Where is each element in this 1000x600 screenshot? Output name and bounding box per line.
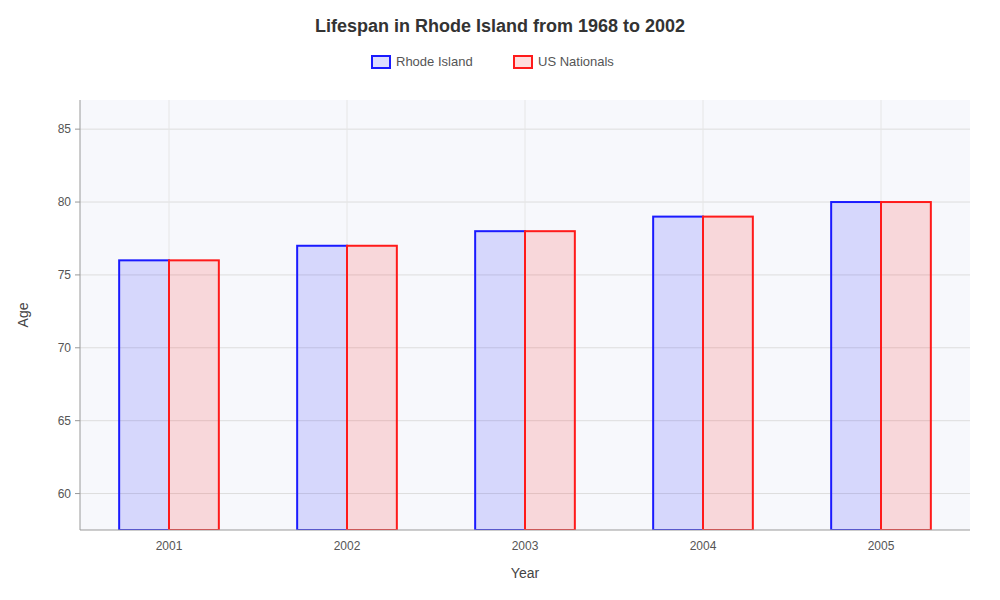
y-axis-label: Age — [15, 302, 31, 327]
bars — [119, 202, 931, 530]
legend-label: US Nationals — [538, 54, 614, 69]
bar — [831, 202, 881, 530]
legend-label: Rhode Island — [396, 54, 473, 69]
x-tick-label: 2003 — [512, 539, 539, 553]
x-tick-label: 2002 — [334, 539, 361, 553]
title: Lifespan in Rhode Island from 1968 to 20… — [315, 16, 685, 36]
bar — [169, 260, 219, 530]
legend-swatch — [372, 56, 390, 68]
bar — [881, 202, 931, 530]
y-tick-label: 70 — [58, 341, 72, 355]
y-tick-label: 85 — [58, 122, 72, 136]
y-tick-label: 80 — [58, 195, 72, 209]
plot-background — [80, 100, 970, 530]
x-axis-label: Year — [511, 565, 540, 581]
bar — [475, 231, 525, 530]
grid — [80, 100, 970, 530]
bar — [653, 217, 703, 530]
y-tick-label: 60 — [58, 487, 72, 501]
bar — [297, 246, 347, 530]
bar — [525, 231, 575, 530]
y-tick — [75, 493, 80, 494]
bar — [119, 260, 169, 530]
y-tick-label: 75 — [58, 268, 72, 282]
y-tick — [75, 347, 80, 348]
y-axis-line — [80, 100, 81, 530]
x-tick-label: 2005 — [868, 539, 895, 553]
chart: 60 65 70 75 80 85 2001 2002 2003 2004 2005 Lifespan… — [0, 0, 1000, 600]
y-tick — [75, 274, 80, 275]
y-tick — [75, 129, 80, 130]
y-tick — [75, 420, 80, 421]
bar — [703, 217, 753, 530]
x-tick-label: 2001 — [156, 539, 183, 553]
y-tick — [75, 202, 80, 203]
x-tick-label: 2004 — [690, 539, 717, 553]
legend-swatch — [514, 56, 532, 68]
x-axis-line — [80, 530, 970, 531]
legend: Rhode Island US Nationals — [372, 54, 614, 69]
bar — [347, 246, 397, 530]
y-tick-label: 65 — [58, 414, 72, 428]
